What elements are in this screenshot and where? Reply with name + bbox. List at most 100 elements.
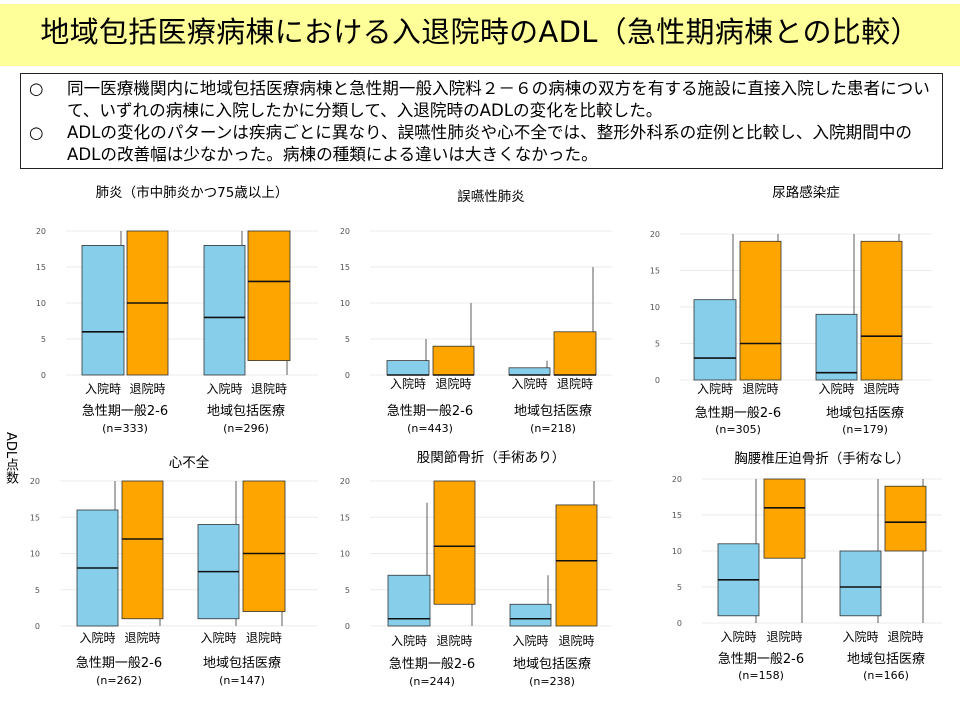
y-tick-label: 5 [345,586,350,595]
bullet-mark: ○ [29,79,44,98]
y-tick-label: 5 [655,340,660,349]
chart-title: 股関節骨折（手術あり） [417,450,566,466]
group-label: 地域包括医療 [203,656,281,671]
y-tick-label: 10 [672,547,682,556]
y-tick-label: 0 [35,622,40,631]
box-label: 入院時 [79,631,115,645]
summary-box: ○ 同一医療機関内に地域包括医療病棟と急性期一般入院料２－６の病棟の双方を有する施… [20,73,943,169]
chart-title: 誤嚥性肺炎 [457,189,525,205]
box [121,480,164,620]
y-tick-label: 0 [655,376,660,385]
group-label: 急性期一般2-6 [387,403,473,419]
group-label: 地域包括医療 [826,406,904,421]
box-label: 退院時 [435,377,471,391]
box-label: 退院時 [124,631,160,645]
y-tick-label: 10 [340,299,350,308]
box-label: 入院時 [200,631,236,645]
box [247,230,291,362]
y-tick-label: 20 [30,477,40,486]
box-label: 退院時 [436,634,472,648]
group-label: 急性期一般2-6 [82,403,168,419]
group-label: 地域包括医療 [847,652,925,667]
summary-bullet: ○ ADLの変化のパターンは疾病ごとに異なり、誤嚥性肺炎や心不全では、整形外科系の… [29,122,932,166]
summary-text: 同一医療機関内に地域包括医療病棟と急性期一般入院料２－６の病棟の双方を有する施設… [67,79,930,120]
sample-size-label: (n=296) [223,422,269,435]
sample-size-label: (n=262) [96,674,142,687]
box-label: 入院時 [720,630,756,644]
y-tick-label: 10 [36,299,46,308]
box [387,574,431,627]
box [553,331,597,376]
sample-size-label: (n=147) [219,674,265,687]
sample-size-label: (n=333) [102,422,148,435]
y-tick-label: 15 [30,513,40,522]
y-tick-label: 20 [36,227,46,236]
box [693,299,737,381]
y-tick-label: 5 [677,583,682,592]
y-tick-label: 10 [340,550,350,559]
y-tick-label: 15 [650,267,660,276]
page-title: 地域包括医療病棟における入退院時のADL（急性期病棟との比較） [40,15,920,49]
y-tick-label: 15 [340,263,350,272]
sample-size-label: (n=305) [715,423,761,436]
box [508,367,551,376]
box-label: 退院時 [766,630,802,644]
box-label: 入院時 [206,382,242,396]
bullet-mark: ○ [29,123,44,142]
box-label: 入院時 [697,382,733,396]
title-bar [0,4,960,66]
box [386,360,430,376]
y-tick-label: 15 [36,263,46,272]
y-tick-label: 5 [41,335,46,344]
box-label: 退院時 [887,630,923,644]
box-label: 退院時 [557,377,593,391]
group-label: 地域包括医療 [513,657,591,672]
y-tick-label: 20 [340,477,350,486]
box [839,550,882,617]
box-label: 入院時 [85,382,121,396]
box-label: 入院時 [842,630,878,644]
box-label: 退院時 [863,382,899,396]
chart-title: 心不全 [169,454,210,471]
box [860,240,903,381]
sample-size-label: (n=244) [409,675,455,688]
y-tick-label: 5 [345,335,350,344]
box-label: 退院時 [251,382,287,396]
box [815,313,858,381]
y-tick-label: 0 [41,371,46,380]
box [432,345,475,376]
box [81,244,125,376]
summary-bullet: ○ 同一医療機関内に地域包括医療病棟と急性期一般入院料２－６の病棟の双方を有する施… [29,78,932,122]
box [763,478,806,559]
y-tick-label: 15 [672,511,682,520]
summary-text: ADLの変化のパターンは疾病ごとに異なり、誤嚥性肺炎や心不全では、整形外科系の症… [67,123,912,164]
box-label: 入院時 [391,634,427,648]
y-tick-label: 0 [345,622,350,631]
sample-size-label: (n=158) [738,669,784,682]
box [884,485,927,552]
box-label: 退院時 [129,382,165,396]
box-label: 入院時 [390,377,426,391]
chart-title: 尿路感染症 [772,184,840,201]
box-label: 退院時 [246,631,282,645]
y-tick-label: 20 [672,475,682,484]
box-label: 退院時 [558,634,594,648]
y-tick-label: 0 [345,371,350,380]
sample-size-label: (n=179) [842,423,888,436]
box [242,480,286,612]
box [739,240,782,381]
group-label: 急性期一般2-6 [76,655,162,671]
chart-title: 肺炎（市中肺炎かつ75歳以上） [96,184,289,201]
y-tick-label: 0 [677,619,682,628]
box-label: 入院時 [511,377,547,391]
box-label: 退院時 [742,382,778,396]
y-tick-label: 5 [35,586,40,595]
box [509,603,552,627]
y-tick-label: 20 [650,230,660,239]
